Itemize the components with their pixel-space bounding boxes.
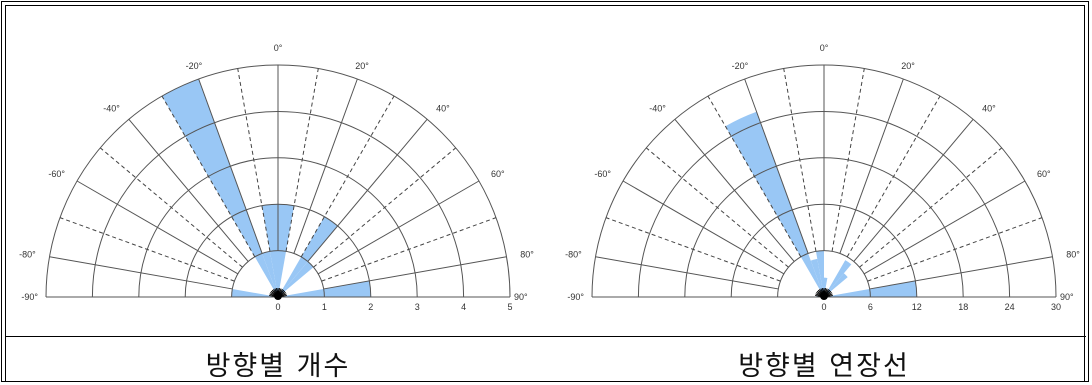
spoke-dashed — [783, 68, 817, 252]
rose-chart-count: 0 1 2 3 4 5 -90° -80° -60° -40° -20° 0° 20° 40° 60° 80°… — [19, 43, 534, 312]
angle-label: 80° — [520, 249, 534, 259]
hub-dot — [274, 292, 282, 300]
spoke — [128, 118, 249, 262]
radial-tick-label: 12 — [912, 302, 922, 312]
angle-label: 60° — [1037, 169, 1051, 179]
spoke — [293, 78, 358, 254]
angle-labels: -90° -80° -60° -40° -20° 0° 20° 40° 60° 80° 90° — [19, 43, 534, 302]
rose-sector — [815, 250, 824, 297]
spoke — [869, 256, 1053, 290]
spoke-dashed — [859, 147, 1003, 268]
radial-tick-labels: 0 1 2 3 4 5 — [275, 302, 512, 312]
radial-tick-label: 0 — [275, 302, 280, 312]
radial-tick-labels: 0 6 12 18 24 30 — [821, 302, 1061, 312]
angle-label: -80° — [565, 249, 582, 259]
angle-label: 0° — [820, 43, 829, 53]
spoke-dashed — [867, 217, 1043, 282]
spoke-dashed — [237, 68, 271, 252]
angle-label: 60° — [491, 169, 505, 179]
chart-caption-length: 방향별 연장선 — [738, 351, 910, 382]
radial-tick-label: 30 — [1051, 302, 1061, 312]
radial-tick-label: 2 — [368, 302, 373, 312]
spoke-dashed — [831, 68, 865, 252]
spoke — [76, 180, 239, 275]
spoke-dashed — [846, 95, 941, 258]
rose-sector — [824, 260, 852, 297]
radial-tick-label: 5 — [507, 302, 512, 312]
angle-label: 0° — [274, 43, 283, 53]
spoke — [839, 78, 904, 254]
rose-sector — [278, 261, 314, 297]
spoke — [674, 118, 795, 262]
radial-tick-label: 1 — [322, 302, 327, 312]
spoke — [323, 256, 507, 290]
radial-tick-label: 6 — [868, 302, 873, 312]
rose-sector — [262, 251, 278, 297]
angle-label: -90° — [567, 292, 584, 302]
spoke-dashed — [605, 217, 781, 282]
hub-dot — [820, 292, 828, 300]
angle-label: -40° — [649, 104, 666, 114]
spoke-dashed — [59, 217, 235, 282]
angle-label: 40° — [982, 104, 996, 114]
grid-layer — [591, 64, 1057, 298]
spoke — [49, 256, 233, 290]
spoke-dashed — [313, 147, 457, 268]
spoke-dashed — [707, 95, 802, 258]
spoke — [622, 180, 785, 275]
rose-sector — [278, 216, 338, 297]
angle-label: -40° — [103, 104, 120, 114]
angle-label: -20° — [186, 61, 203, 71]
spoke — [307, 118, 428, 262]
spoke-dashed — [161, 95, 256, 258]
angle-label: -80° — [19, 249, 36, 259]
angle-label: -60° — [48, 169, 65, 179]
radial-tick-label: 3 — [415, 302, 420, 312]
spoke — [744, 78, 809, 254]
rose-sector — [162, 78, 278, 298]
inner-frame — [5, 5, 1085, 382]
angle-label: -90° — [21, 292, 38, 302]
angle-label: 90° — [1060, 292, 1074, 302]
spoke-dashed — [645, 147, 789, 268]
radial-tick-label: 18 — [958, 302, 968, 312]
spoke-dashed — [99, 147, 243, 268]
spoke-dashed — [285, 68, 319, 252]
angle-labels: -90° -80° -60° -40° -20° 0° 20° 40° 60° 80° 90° — [565, 43, 1080, 302]
spoke — [317, 180, 480, 275]
angle-label: 40° — [436, 104, 450, 114]
rose-sector — [824, 273, 848, 297]
angle-label: 90° — [514, 292, 528, 302]
radial-tick-label: 24 — [1005, 302, 1015, 312]
spoke — [853, 118, 974, 262]
spoke-dashed — [321, 217, 497, 282]
angle-label: -20° — [732, 61, 749, 71]
angle-label: 20° — [355, 61, 369, 71]
radial-tick-label: 0 — [821, 302, 826, 312]
spoke — [595, 256, 779, 290]
angle-label: -60° — [594, 169, 611, 179]
center-hub — [815, 288, 833, 300]
rose-sector — [725, 111, 824, 297]
center-hub — [269, 288, 287, 300]
grid-layer — [45, 64, 511, 298]
spoke — [198, 78, 263, 254]
spoke — [863, 180, 1026, 275]
angle-label: 80° — [1066, 249, 1080, 259]
rose-chart-length: 0 6 12 18 24 30 -90° -80° -60° -40° -20° 0° 20° 40° 60… — [565, 43, 1080, 312]
caption-divider — [5, 336, 1086, 337]
rose-sector — [810, 258, 824, 297]
rose-sector — [231, 288, 278, 297]
radial-tick-label: 4 — [461, 302, 466, 312]
chart-caption-count: 방향별 개수 — [205, 351, 351, 382]
spoke-dashed — [300, 95, 395, 258]
angle-label: 20° — [901, 61, 915, 71]
